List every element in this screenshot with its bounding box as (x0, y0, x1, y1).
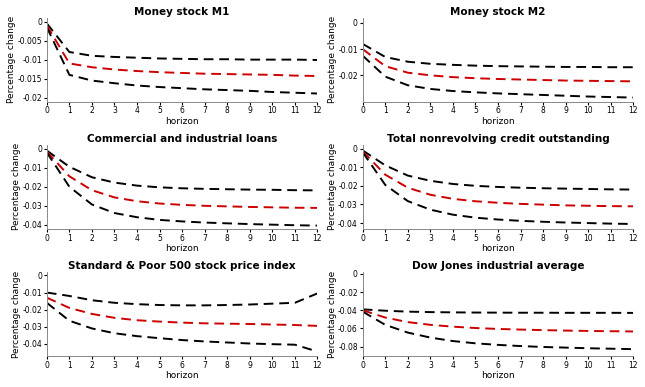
X-axis label: horizon: horizon (165, 244, 199, 253)
Title: Money stock M2: Money stock M2 (450, 7, 546, 17)
Title: Commercial and industrial loans: Commercial and industrial loans (87, 134, 277, 144)
Title: Standard & Poor 500 stock price index: Standard & Poor 500 stock price index (68, 261, 296, 271)
Title: Dow Jones industrial average: Dow Jones industrial average (412, 261, 584, 271)
Y-axis label: Percentage change: Percentage change (7, 16, 16, 103)
X-axis label: horizon: horizon (165, 371, 199, 380)
X-axis label: horizon: horizon (481, 371, 515, 380)
X-axis label: horizon: horizon (481, 117, 515, 126)
Y-axis label: Percentage change: Percentage change (328, 270, 337, 358)
X-axis label: horizon: horizon (165, 117, 199, 126)
Y-axis label: Percentage change: Percentage change (328, 143, 337, 230)
Title: Total nonrevolving credit outstanding: Total nonrevolving credit outstanding (386, 134, 610, 144)
Y-axis label: Percentage change: Percentage change (12, 270, 21, 358)
Y-axis label: Percentage change: Percentage change (328, 16, 337, 103)
X-axis label: horizon: horizon (481, 244, 515, 253)
Y-axis label: Percentage change: Percentage change (12, 143, 21, 230)
Title: Money stock M1: Money stock M1 (134, 7, 230, 17)
